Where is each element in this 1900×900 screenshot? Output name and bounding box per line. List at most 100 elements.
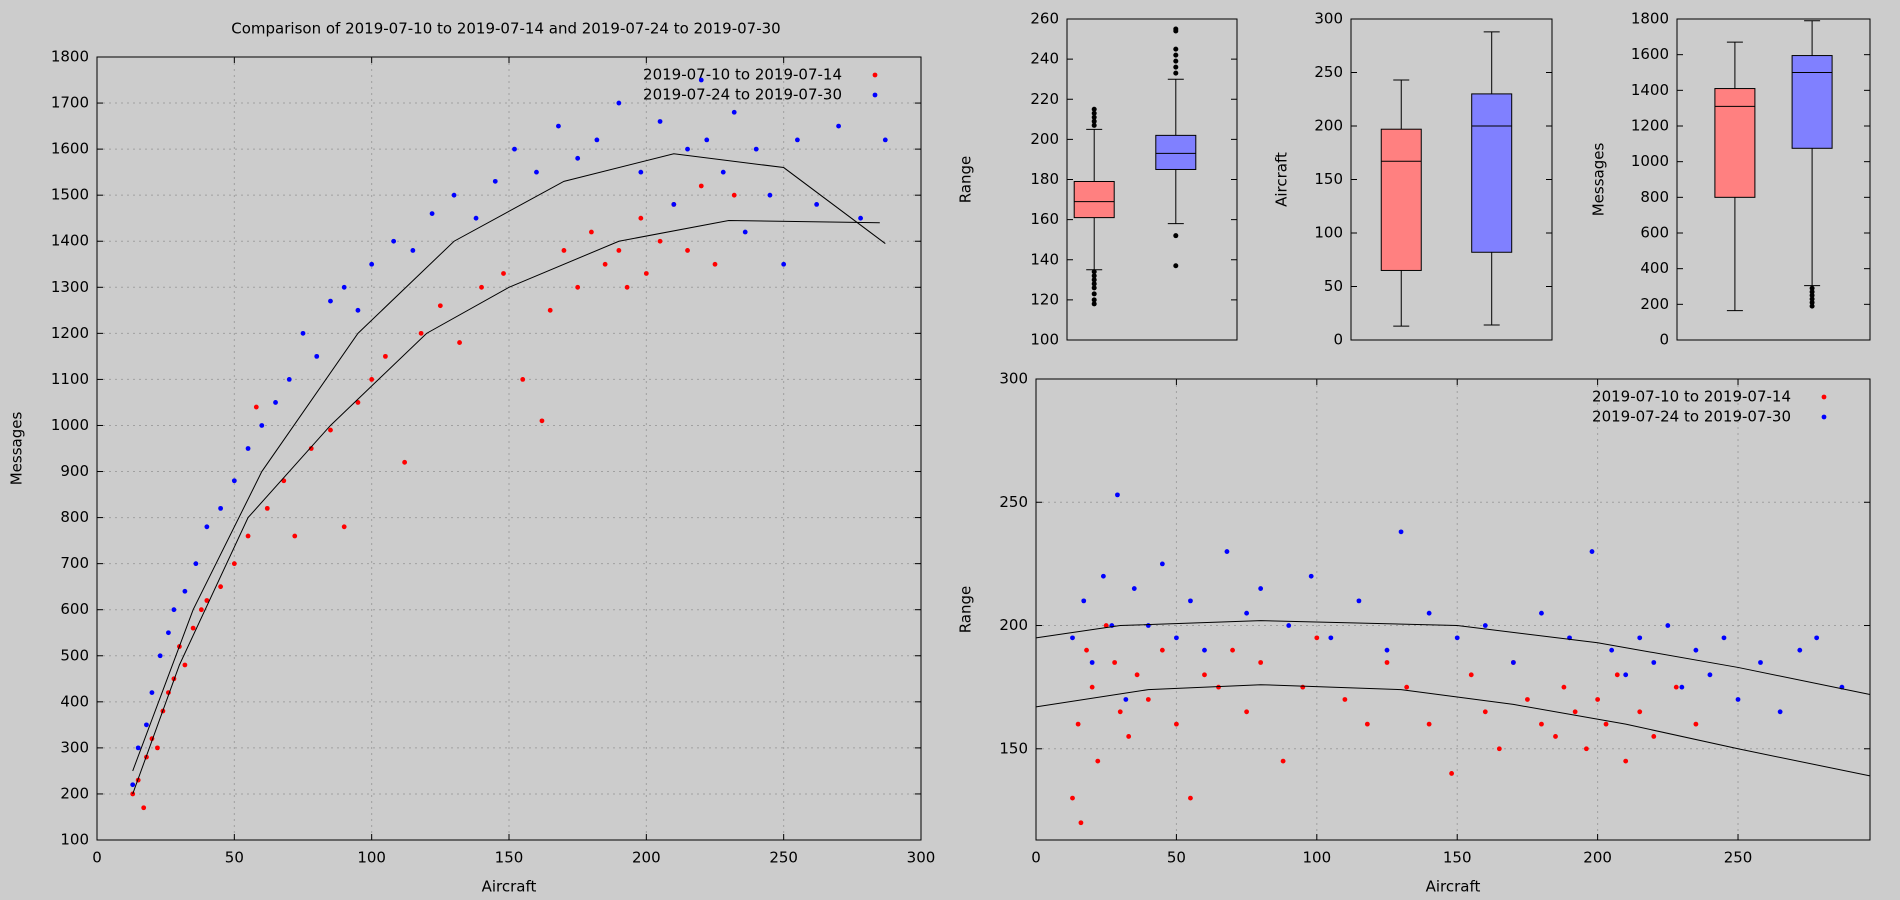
outlier (1173, 64, 1179, 70)
point (836, 123, 841, 129)
point (1081, 598, 1087, 604)
x-tick-label: 0 (1031, 849, 1041, 867)
x-tick-label: 0 (92, 849, 102, 867)
point (418, 330, 424, 336)
legend-label: 2019-07-24 to 2019-07-30 (643, 86, 842, 104)
point (182, 588, 188, 594)
point (355, 307, 361, 313)
x-tick-label: 300 (907, 849, 936, 867)
point (720, 169, 726, 175)
outlier (1173, 26, 1179, 32)
point (1188, 598, 1193, 604)
plot-frame (1676, 18, 1871, 341)
point (1482, 709, 1488, 715)
x-tick-label: 50 (1167, 849, 1186, 867)
point (355, 400, 361, 405)
point (616, 100, 622, 106)
point (1202, 672, 1207, 678)
legend-marker (872, 72, 878, 78)
point (204, 598, 210, 603)
outlier (1809, 303, 1815, 309)
point (264, 505, 270, 511)
point (1159, 647, 1165, 653)
outlier (1173, 58, 1179, 64)
point (479, 284, 484, 290)
plot-frame (1066, 18, 1238, 341)
point (1539, 610, 1544, 616)
outlier (1091, 281, 1097, 287)
point (437, 303, 443, 309)
point (767, 192, 773, 198)
point (594, 137, 600, 143)
point (1693, 647, 1699, 653)
x-tick-label: 100 (1302, 849, 1331, 867)
x-tick-label: 150 (1443, 849, 1472, 867)
point (1651, 660, 1657, 665)
point (712, 261, 718, 267)
point (1609, 647, 1615, 653)
y-tick-label: 1200 (1631, 117, 1669, 135)
point (300, 330, 306, 336)
y-tick-label: 120 (1030, 290, 1059, 308)
point (1707, 672, 1713, 678)
box (1714, 88, 1756, 198)
point (218, 584, 224, 590)
outlier (1173, 46, 1179, 52)
point (1426, 610, 1432, 616)
plot-frame (1350, 18, 1553, 341)
x-tick-label: 200 (632, 849, 661, 867)
point (383, 353, 388, 359)
point (1224, 549, 1230, 554)
point (1623, 758, 1629, 764)
point (1117, 709, 1123, 715)
point (429, 211, 435, 217)
point (273, 400, 278, 405)
point (182, 662, 188, 668)
point (1623, 672, 1629, 678)
x-tick-label: 250 (769, 849, 798, 867)
point (589, 229, 594, 235)
point (685, 248, 690, 253)
point (1174, 721, 1179, 727)
outlier (1091, 110, 1097, 116)
point (190, 625, 196, 631)
fit-curve (132, 153, 886, 772)
box (1073, 181, 1115, 219)
point (1134, 672, 1140, 678)
point (1258, 660, 1264, 665)
point (1308, 573, 1314, 579)
y-axis-label: Range (957, 156, 975, 204)
point (1216, 684, 1221, 690)
point (410, 248, 416, 253)
point (1286, 623, 1292, 628)
point (731, 192, 737, 198)
y-tick-label: 100 (60, 831, 89, 849)
point (1595, 697, 1601, 702)
outlier (1091, 273, 1097, 279)
x-tick-label: 200 (1583, 849, 1612, 867)
point (308, 446, 314, 451)
point (328, 298, 333, 304)
point (1230, 647, 1235, 653)
point (1103, 623, 1109, 628)
point (1280, 758, 1286, 764)
point (1095, 758, 1101, 764)
point (704, 137, 710, 143)
point (1679, 684, 1685, 690)
point (858, 215, 863, 221)
y-tick-label: 200 (1030, 130, 1059, 148)
point (1342, 697, 1348, 702)
y-tick-label: 240 (1030, 50, 1059, 68)
y-tick-label: 1800 (51, 48, 89, 66)
point (1398, 529, 1404, 535)
point (1510, 660, 1516, 665)
point (547, 307, 553, 313)
outlier (1091, 301, 1097, 307)
point (1482, 623, 1488, 628)
y-tick-label: 1000 (1631, 152, 1669, 170)
point (149, 690, 155, 696)
point (492, 178, 498, 184)
point (253, 404, 259, 410)
point (1356, 598, 1362, 604)
point (1539, 721, 1544, 727)
